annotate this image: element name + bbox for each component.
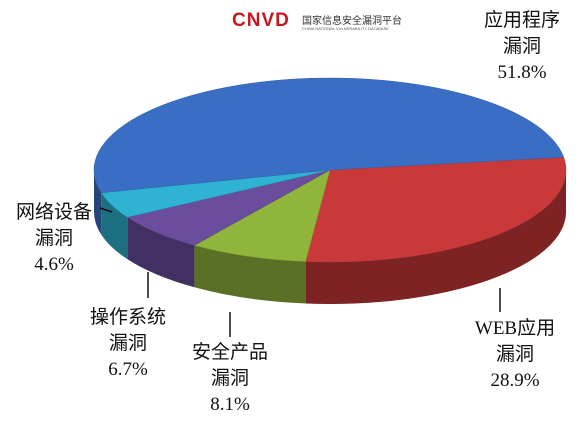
category-label: 安全产品漏洞	[191, 342, 268, 389]
slice-side	[94, 170, 102, 235]
logo-mark: CNVD	[232, 10, 290, 31]
category-label: 网络设备漏洞	[15, 202, 92, 249]
slice-label: 应用程序漏洞 51.8%	[482, 8, 562, 86]
value-label: 6.7%	[108, 359, 148, 380]
pie-slice	[93, 77, 565, 193]
category-label: 应用程序漏洞	[483, 10, 560, 57]
slice-side	[127, 217, 195, 288]
slice-label: WEB应用漏洞 28.9%	[472, 316, 558, 394]
slice-side	[101, 192, 128, 260]
value-label: 51.8%	[497, 62, 547, 83]
value-label: 28.9%	[490, 370, 540, 391]
leader-line	[99, 207, 113, 213]
value-label: 4.6%	[34, 254, 74, 275]
slice-label: 网络设备漏洞 4.6%	[14, 200, 94, 278]
category-label: 操作系统漏洞	[89, 307, 166, 354]
pie-slice	[193, 169, 331, 262]
pie-slice	[305, 156, 567, 263]
slice-label: 安全产品漏洞 8.1%	[190, 340, 270, 418]
logo-subtitle: CHINA NATIONAL VULNERABILITY DATABASE	[302, 26, 389, 31]
slice-label: 操作系统漏洞 6.7%	[88, 305, 168, 383]
slice-side	[305, 170, 566, 304]
category-label: WEB应用漏洞	[474, 318, 556, 365]
logo-name: 国家信息安全漏洞平台	[302, 16, 402, 27]
value-label: 8.1%	[210, 394, 250, 415]
